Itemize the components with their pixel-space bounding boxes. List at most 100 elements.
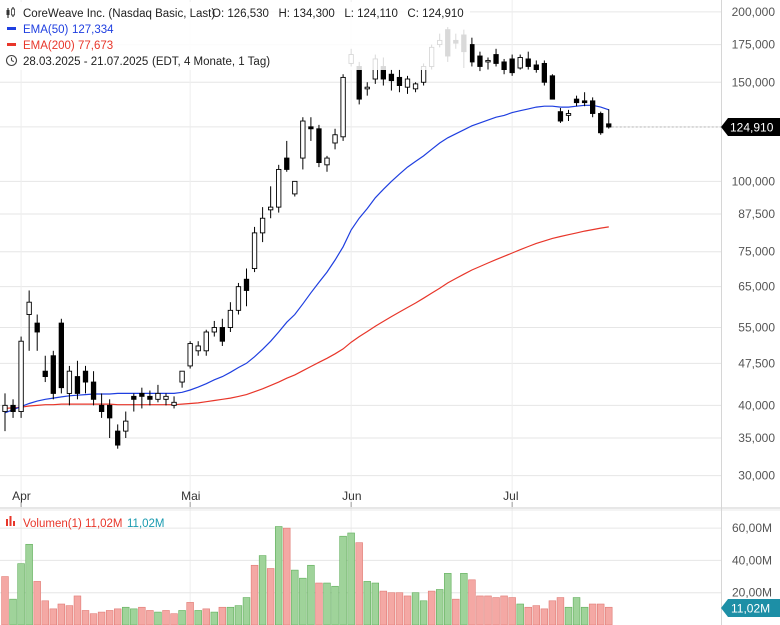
candle [340, 74, 346, 141]
price-tick-label: 75,000 [738, 245, 775, 259]
volume-bar [460, 573, 468, 625]
candle-body-down [590, 100, 596, 114]
candle-body-up [565, 113, 572, 116]
volume-bar [395, 592, 404, 625]
candle-body-up [203, 331, 209, 352]
candle-body-down [131, 395, 137, 400]
candle-body-down [573, 98, 580, 104]
volume-tick-label: 20,00M [732, 586, 772, 600]
volume-bar [347, 532, 355, 625]
candle [2, 393, 8, 432]
last-volume-badge: 11,02M [721, 599, 780, 617]
candle [42, 355, 48, 383]
date-axis: Apr Mai Jun Jul [12, 489, 518, 507]
volume-bar [57, 603, 66, 625]
candle [598, 111, 604, 135]
candle [501, 58, 507, 75]
candle [18, 336, 24, 418]
candle-body-down [606, 123, 612, 128]
candle [606, 109, 612, 129]
candle [195, 341, 201, 356]
volume-bar [202, 608, 210, 625]
candle-body-down [356, 66, 362, 100]
candle [123, 411, 129, 438]
volume-label: Volumen(1) [23, 518, 82, 530]
candle [509, 54, 515, 76]
candle-body-down [557, 111, 564, 122]
volume-bar [1, 576, 9, 625]
candle-body-up [211, 327, 217, 333]
candle-body-down [90, 381, 97, 400]
header-legend: CoreWeave Inc. (Nasdaq Basic, Last) O: 1… [0, 2, 470, 70]
candle [541, 60, 548, 86]
candle [525, 51, 531, 70]
candle-body-down [549, 75, 556, 100]
candle [243, 268, 250, 307]
volume-bar [524, 606, 532, 625]
ema-series-line [4, 226, 609, 409]
last-price-badge: 124,910 [721, 117, 780, 136]
candle-body-down [50, 355, 56, 394]
volume-bar [516, 603, 524, 625]
volume-bar [411, 592, 420, 625]
candle [308, 117, 314, 141]
clock-icon [5, 54, 18, 67]
candle [388, 69, 395, 91]
volume-bar [154, 611, 162, 625]
volume-bar [97, 611, 106, 625]
candle-body-down [219, 327, 225, 342]
candle [235, 282, 242, 315]
volume-bar [444, 573, 452, 625]
volume-bar [605, 606, 613, 625]
volume-bar [468, 579, 476, 625]
volume-bar [580, 606, 589, 625]
candle-body-down [106, 404, 113, 419]
volume-bar [105, 610, 114, 625]
volume-bar [234, 605, 243, 625]
volume-bar [339, 535, 347, 625]
last-price-badge-shape [721, 117, 780, 136]
candle [517, 54, 523, 70]
candle [581, 92, 588, 107]
volume-bar [178, 610, 186, 625]
candle-body-down [243, 278, 250, 291]
candle-body-down [541, 62, 548, 83]
candle-body-up [187, 343, 193, 367]
volume-bar [89, 613, 98, 625]
candle-body-down [34, 322, 40, 333]
volume-bar [242, 597, 251, 625]
candle-body-up [66, 370, 73, 394]
instrument-title: CoreWeave Inc. (Nasdaq Basic, Last) [23, 8, 215, 20]
candle-body-up [517, 57, 523, 69]
volume-bar [476, 595, 484, 625]
price-tick-label: 40,000 [738, 398, 775, 412]
candle [26, 290, 32, 351]
volume-bar [371, 582, 379, 625]
candle-body-up [26, 301, 32, 315]
volume-bar [379, 590, 388, 625]
candle-body-up [179, 370, 185, 383]
candle-body-up [292, 180, 298, 195]
candle [115, 424, 121, 449]
candle-body-down [525, 58, 531, 67]
candle [493, 48, 499, 67]
price-tick-label: 65,000 [738, 280, 775, 294]
price-tick-label: 100,000 [732, 174, 776, 188]
volume-bar [556, 597, 565, 625]
candle [211, 320, 217, 337]
candle-body-up [324, 157, 330, 166]
price-tick-label: 47,500 [738, 356, 775, 370]
candle [300, 117, 306, 170]
candle [324, 155, 330, 172]
volume-bar [65, 605, 74, 625]
candle [131, 393, 137, 412]
volume-bar [250, 564, 259, 625]
ohlc-values: O: 126,530 H: 134,300 L: 124,110 C: 124,… [212, 8, 464, 20]
candle [332, 128, 338, 150]
candle [187, 341, 193, 369]
price-candles [2, 27, 721, 449]
candle-body-up [123, 420, 129, 432]
candle-body-down [74, 376, 81, 394]
price-tick-label: 55,000 [738, 321, 775, 335]
